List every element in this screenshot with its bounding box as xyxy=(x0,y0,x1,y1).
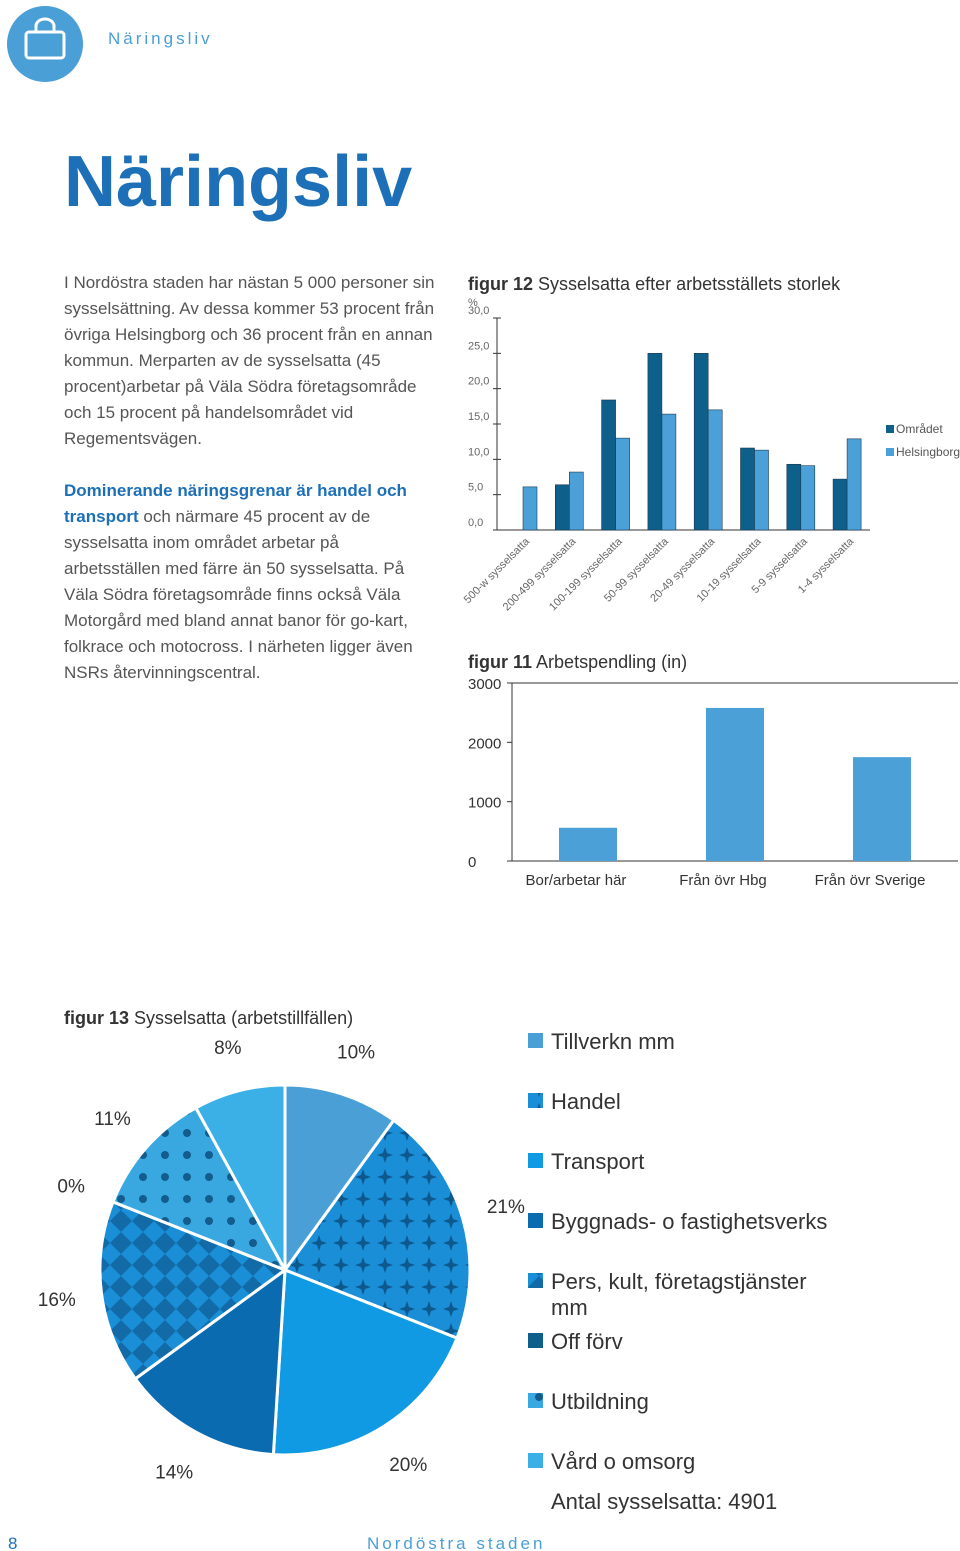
legend-label: Området xyxy=(896,422,943,436)
value-label: 16% xyxy=(38,1290,76,1311)
value-label: 20% xyxy=(389,1455,427,1476)
pie-slice xyxy=(133,1266,287,1457)
legend-line: Pers, kult, företagstjänster xyxy=(551,1269,807,1294)
bar xyxy=(853,757,911,861)
y-tick-label: 0 xyxy=(468,854,476,871)
bar xyxy=(522,486,538,531)
bar xyxy=(661,413,677,531)
legend-swatch xyxy=(528,1213,543,1228)
bar xyxy=(554,484,570,531)
pie-slice xyxy=(111,1105,289,1273)
y-tick-label: 1000 xyxy=(468,795,501,812)
section-name: Näringsliv xyxy=(108,29,213,48)
figure-title: figur 13 Sysselsatta (arbetstillfällen) xyxy=(64,1008,353,1028)
x-tick-label: Från övr Hbg xyxy=(679,872,767,889)
legend-swatch xyxy=(886,425,894,433)
legend-label: Utbildning xyxy=(551,1389,649,1414)
pie-slice xyxy=(283,1083,396,1275)
y-tick-label: 15,0 xyxy=(468,411,489,423)
figure-title: figur 12 Sysselsatta efter arbetsstället… xyxy=(468,274,841,294)
annotation: Antal sysselsatta: 4901 xyxy=(551,1489,777,1514)
x-tick-label: Från övr Sverige xyxy=(815,872,926,889)
bar xyxy=(754,449,769,531)
legend-swatch xyxy=(528,1033,543,1048)
legend-swatch xyxy=(528,1453,543,1468)
legend-label: Handel xyxy=(551,1089,621,1114)
paragraph: Dominerande näringsgrenar är handel och … xyxy=(64,478,436,686)
section-icon xyxy=(7,6,83,82)
page-title: Näringsliv xyxy=(64,142,412,222)
figure-title: figur 11 Arbetspendling (in) xyxy=(468,652,687,672)
bar xyxy=(832,478,848,531)
figure-title-text: Sysselsatta efter arbetsställets storlek xyxy=(538,274,841,294)
figure-label: figur 11 xyxy=(468,652,532,672)
value-label: 8% xyxy=(214,1038,242,1059)
bar xyxy=(601,399,616,531)
y-tick-label: 30,0 xyxy=(468,305,489,317)
bar xyxy=(647,353,663,531)
bar xyxy=(615,437,630,531)
legend-swatch xyxy=(528,1333,543,1348)
y-tick-label: 10,0 xyxy=(468,446,489,458)
y-tick-label: 0,0 xyxy=(468,517,483,529)
bar xyxy=(707,409,723,531)
pie-slice xyxy=(193,1083,287,1271)
bar xyxy=(846,438,862,531)
figure-label: figur 12 xyxy=(468,274,533,294)
legend-swatch xyxy=(528,1093,543,1108)
value-label: 11% xyxy=(94,1109,131,1130)
paragraph-text: och närmare 45 procent av de sysselsatta… xyxy=(64,507,413,682)
icon-handle xyxy=(34,17,56,32)
pie-slice xyxy=(271,1267,459,1457)
y-tick-label: 25,0 xyxy=(468,340,489,352)
y-tick-label: 2000 xyxy=(468,735,501,752)
paragraph: I Nordöstra staden har nästan 5 000 pers… xyxy=(64,270,436,452)
y-tick-label: 5,0 xyxy=(468,482,483,494)
pie-slice xyxy=(282,1118,472,1341)
value-label: 14% xyxy=(155,1463,193,1484)
legend-label: Tillverkn mm xyxy=(551,1029,675,1054)
legend-label: Transport xyxy=(551,1149,644,1174)
value-label: 21% xyxy=(487,1197,525,1218)
bar xyxy=(559,827,617,861)
legend-swatch xyxy=(528,1393,543,1408)
page-number: 8 xyxy=(8,1534,17,1551)
legend-line: mm xyxy=(551,1295,588,1320)
legend-label: Vård o omsorg xyxy=(551,1449,695,1474)
bar xyxy=(693,353,709,531)
legend-swatch xyxy=(528,1153,543,1168)
y-tick-label: 20,0 xyxy=(468,376,489,388)
legend-label: Byggnads- o fastighetsverks xyxy=(551,1209,827,1234)
bar xyxy=(740,447,755,531)
x-tick-label: Bor/arbetar här xyxy=(526,872,627,889)
figure-label: figur 13 xyxy=(64,1008,129,1028)
figure-title-text: Sysselsatta (arbetstillfällen) xyxy=(134,1008,353,1028)
paragraph-text: I Nordöstra staden har nästan 5 000 pers… xyxy=(64,273,435,448)
bar xyxy=(800,465,816,531)
value-label: 0% xyxy=(57,1176,85,1197)
legend-label: Pers, kult, företagstjänster mm xyxy=(551,1269,807,1320)
legend-label: Off förv xyxy=(551,1329,623,1354)
publication-name: Nordöstra staden xyxy=(367,1534,545,1551)
legend-swatch xyxy=(528,1273,543,1288)
pie-slice xyxy=(98,1199,289,1381)
bar xyxy=(786,463,802,531)
bar xyxy=(568,471,584,531)
legend-swatch xyxy=(886,448,894,456)
y-axis-label: % xyxy=(468,297,478,309)
value-label: 10% xyxy=(337,1042,375,1063)
legend-label: Helsingborg xyxy=(896,445,960,459)
y-tick-label: 3000 xyxy=(468,676,501,693)
icon-bag xyxy=(24,30,66,60)
figure-title-text: Arbetspendling (in) xyxy=(536,652,687,672)
bar xyxy=(706,707,764,861)
paragraph-lead: Dominerande näringsgrenar är handel och … xyxy=(64,481,407,526)
